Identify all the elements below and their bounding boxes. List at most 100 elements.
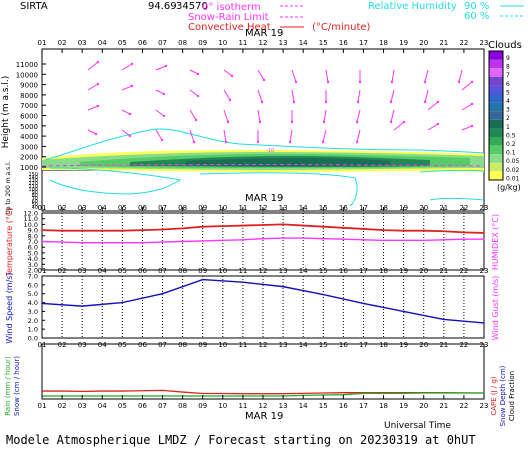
hour-label: 12 [259,204,268,212]
rh-contours: -10 [41,128,485,207]
wind-arrow [189,109,197,121]
snow-axis-label: Snow (cm / hour) [13,356,21,416]
isotherm-line [41,164,485,167]
low-height-tick-label: 100 [28,187,38,193]
wind-arrow [257,89,263,103]
series-point [483,232,485,234]
hour-label: 19 [399,204,408,212]
colorbar-label: 0.5 [506,132,516,139]
series-point [483,238,485,241]
wind-arrow-head [230,74,234,78]
hour-label: 05 [118,341,127,349]
low-height-tick-label: 150 [28,172,38,178]
wind-arrow-head [321,140,325,144]
series-point [242,224,244,227]
colorbar-swatch [489,145,503,155]
colorbar-label: 3 [506,107,510,114]
colorbar-label: 0.2 [506,141,516,148]
hour-label: 07 [158,402,167,410]
low-height-tick-label: 70 [32,196,38,202]
series-point [302,237,304,239]
hour-label: 01 [38,267,47,275]
hour-label: 15 [319,402,328,410]
hour-label: 22 [459,39,468,47]
cloud-layer [42,150,484,172]
series-point [302,224,304,227]
low-height-tick-label: 40 [32,205,38,211]
wind-arrow-head [226,120,230,124]
height-tick-label: 3000 [20,143,38,151]
wind-arrow [121,109,131,115]
hour-label: 13 [279,204,288,212]
wind-arrow [189,69,199,75]
hour-label: 22 [459,341,468,349]
wind-arrow [291,89,295,103]
wind-arrow [87,129,97,135]
hour-label: 04 [98,39,107,47]
hour-label: 06 [138,267,147,275]
hour-label: 14 [299,267,308,275]
hour-label: 11 [238,402,247,410]
wind-arrow-head [436,100,440,104]
y-tick-label: 2.0 [28,317,38,325]
hour-label: 07 [158,267,167,275]
rh-contour [429,198,485,201]
series-point [201,225,204,228]
hour-label: 11 [238,204,247,212]
wind-arrow [393,121,405,131]
altitude-value: 94.69 [148,1,177,12]
hour-label: 12 [259,267,268,275]
wind-arrow [155,89,165,95]
hour-label: 18 [379,267,388,275]
hour-label: 22 [459,204,468,212]
series-point [242,238,244,241]
hour-label: 04 [98,204,107,212]
colorbar-label: 6 [506,81,510,88]
colorbar-label: 4 [506,98,510,105]
colorbar-label: 8 [506,64,510,71]
wind-arrow-head [356,100,360,104]
y-tick-label: 7.0 [28,238,38,246]
wind-arrow [322,129,327,143]
wind-arrow-head [130,62,134,66]
hour-label: 19 [399,267,408,275]
hour-label: 05 [118,267,127,275]
wind-arrow-head [423,80,427,84]
wind-arrow-head [389,100,393,104]
height-tick-label: 4000 [20,133,38,141]
wind-arrow-head [196,72,200,76]
hour-label: 17 [359,204,368,212]
wind-arrow-head [228,98,232,102]
colorbar-swatch [489,68,503,77]
height-tick-label: 7000 [20,102,38,110]
wind-arrow [325,69,329,83]
hour-label: 17 [359,341,368,349]
height-tick-label: 5000 [20,123,38,131]
wind-arrow [424,69,429,83]
precip-panel: Rain (mm / hour) Snow (cm / hour) CAPE (… [4,343,516,431]
series-point [41,240,43,243]
series-point [422,239,425,242]
hour-label: 06 [138,402,147,410]
series-point [41,302,43,305]
series-point [443,318,445,321]
wind-arrow [87,61,99,71]
wind-arrow-head [457,80,461,84]
series-point [121,229,124,232]
low-height-tick-label: 130 [28,178,38,184]
rh-legend: Relative Humidity [368,1,457,12]
wind-arrow-head [258,120,262,124]
series-point [161,228,164,231]
wind-arrow [390,89,395,103]
hour-label: 16 [339,204,348,212]
height-tick-label: 1000 [20,164,38,172]
series-point [161,241,164,243]
wind-arrow-head [130,84,134,88]
wind-arrow-head [294,80,298,84]
hour-label: 10 [218,341,227,349]
hour-label: 01 [38,204,47,212]
low-height-tick-label: 90 [32,190,38,196]
hour-label: 15 [319,267,328,275]
station-name: SIRTA [20,1,48,12]
hour-label: 10 [218,402,227,410]
